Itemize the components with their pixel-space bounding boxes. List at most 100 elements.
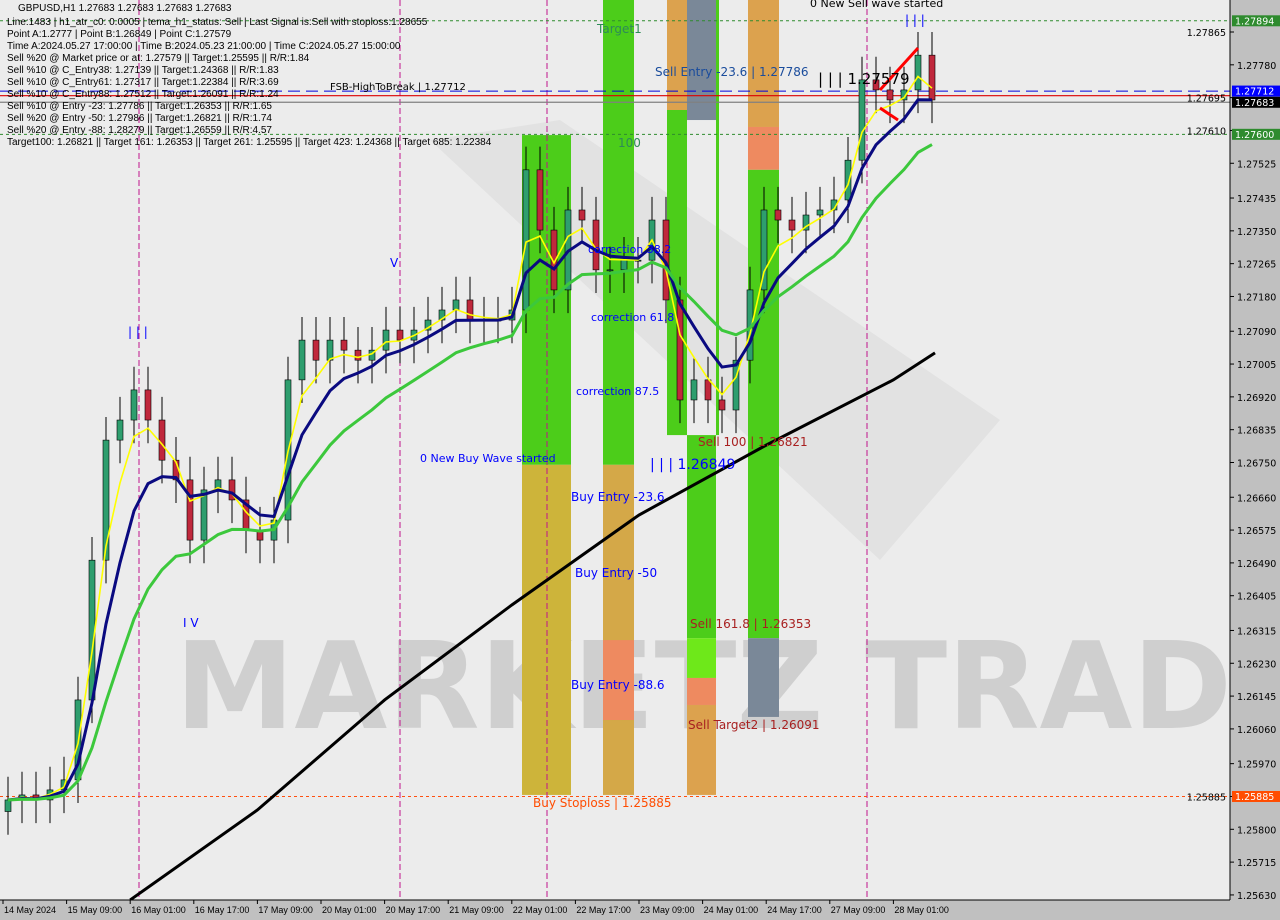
annotation-buy-stoploss: Buy Stoploss | 1.25885: [533, 796, 672, 810]
y-tick-label: 1.26490: [1237, 559, 1276, 570]
info-line: Sell %10 @ C_Entry38: 1.27139 || Target:…: [7, 65, 279, 76]
y-tick-label: 1.25885: [1187, 792, 1226, 803]
annotation-wave-v: V: [390, 256, 399, 270]
price-badge: [1232, 96, 1280, 108]
price-badge: [1232, 790, 1280, 802]
candle: [396, 329, 404, 341]
y-tick-label: 1.27695: [1187, 94, 1226, 105]
info-line: Sell %10 @ C_Entry88: 1.27512 || Target:…: [7, 89, 279, 100]
candle: [186, 479, 194, 541]
x-tick-label: 14 May 2024: [4, 905, 56, 915]
y-tick-label: 1.27350: [1237, 227, 1276, 238]
candle: [4, 799, 12, 812]
y-tick-label: 1.25715: [1237, 858, 1276, 869]
sell-wave-line: [878, 46, 920, 92]
annotation-point-c: | | | 1.27579: [818, 70, 910, 88]
info-line: Sell %10 @ C_Entry61: 1.27317 || Target:…: [7, 77, 279, 88]
annotation-sell-entry: Sell Entry -23.6 | 1.27786: [655, 65, 809, 79]
y-tick-label: 1.27180: [1237, 292, 1276, 303]
y-tick-label: 1.27610: [1187, 126, 1226, 137]
sell-zone-2-orange: [687, 704, 716, 795]
y-tick-label: 1.27265: [1237, 260, 1276, 271]
price-badge-label: 1.27683: [1235, 98, 1274, 109]
info-line: Target100: 1.26821 || Target 161: 1.2635…: [7, 137, 492, 148]
y-tick-label: 1.26835: [1237, 426, 1276, 437]
y-tick-label: 1.27005: [1237, 360, 1276, 371]
info-line: Sell %20 @ Entry -50: 1.27986 || Target:…: [7, 113, 272, 124]
y-tick-label: 1.26405: [1237, 592, 1276, 603]
sell-zone-1-orange: [667, 0, 687, 110]
x-tick-label: 28 May 01:00: [894, 905, 949, 915]
annotation-wave-marker-left: | | |: [128, 325, 148, 339]
annotation-correction875: correction 87.5: [576, 385, 659, 398]
x-tick-label: 16 May 01:00: [131, 905, 186, 915]
y-tick-label: 1.26660: [1237, 493, 1276, 504]
candle: [466, 299, 474, 321]
x-tick-label: 27 May 09:00: [831, 905, 886, 915]
ma-fast-line: [7, 75, 933, 801]
candle: [354, 349, 362, 361]
candle: [606, 269, 614, 272]
buy-zone-2-green: [603, 0, 634, 465]
candle: [312, 339, 320, 361]
price-badge-label: 1.27600: [1235, 130, 1274, 141]
ma-mid-line: [7, 98, 933, 802]
info-line: Time A:2024.05.27 17:00:00 | Time B:2024…: [7, 41, 401, 52]
time-axis: [0, 900, 1280, 920]
price-badge: [1232, 85, 1280, 97]
info-line: Line:1483 | h1_atr_c0: 0.0005 | tema_h1_…: [7, 17, 428, 28]
y-tick-label: 1.25970: [1237, 760, 1276, 771]
sell-zone-2-green: [687, 435, 716, 639]
candle: [452, 299, 460, 311]
y-tick-label: 1.27780: [1237, 61, 1276, 72]
candle: [900, 89, 908, 101]
buy-zone-2-gold: [603, 464, 634, 795]
info-line: Point A:1.2777 | Point B:1.26849 | Point…: [7, 29, 232, 40]
y-tick-label: 1.26575: [1237, 526, 1276, 537]
price-badge-label: 1.27712: [1235, 87, 1274, 98]
candle: [522, 169, 530, 311]
annotation-sell-target2: Sell Target2 | 1.26091: [688, 718, 820, 732]
candle: [298, 339, 306, 381]
candle: [578, 209, 586, 221]
info-line: Sell %20 @ Entry -88: 1.28279 || Target:…: [7, 125, 272, 136]
x-tick-label: 21 May 09:00: [449, 905, 504, 915]
x-tick-label: 24 May 17:00: [767, 905, 822, 915]
candle: [732, 359, 740, 411]
candle: [788, 219, 796, 231]
annotation-buy-entry-886: Buy Entry -88.6: [571, 678, 665, 692]
annotation-fsb-high: FSB-HighToBreak | 1.27712: [330, 82, 466, 93]
candle: [158, 419, 166, 461]
annotation-buy-entry-236: Buy Entry -23.6: [571, 490, 665, 504]
price-axis: [1230, 0, 1280, 920]
buy-zone-2-salmon: [603, 640, 634, 721]
annotation-new-sell-wave: 0 New Sell wave started: [810, 0, 943, 10]
annotation-new-buy-wave: 0 New Buy Wave started: [420, 452, 556, 465]
candle: [102, 439, 110, 561]
candle: [382, 329, 390, 351]
sell-zone-2-gray: [687, 0, 716, 121]
y-tick-label: 1.26060: [1237, 725, 1276, 736]
candle: [816, 209, 824, 216]
annotation-sell1618: Sell 161.8 | 1.26353: [690, 617, 811, 631]
x-tick-label: 24 May 01:00: [704, 905, 759, 915]
candle: [200, 489, 208, 541]
annotation-wave-iv: I V: [183, 616, 199, 630]
candle: [844, 159, 852, 201]
candle: [550, 229, 558, 291]
chart-title: GBPUSD,H1 1.27683 1.27683 1.27683 1.2768…: [18, 3, 232, 14]
candle: [228, 479, 236, 501]
price-badge-label: 1.25885: [1235, 792, 1274, 803]
annotation-buy-entry-50: Buy Entry -50: [575, 566, 657, 580]
info-line: Sell %20 @ Market price or at: 1.27579 |…: [7, 53, 310, 64]
y-tick-label: 1.27865: [1187, 28, 1226, 39]
sell-zone-2-lime: [687, 638, 716, 678]
sell-zone-3-gray: [748, 638, 779, 717]
annotation-correction382: correction 38.2: [588, 243, 671, 256]
sell-zone-3-orange: [748, 0, 779, 127]
candle: [774, 209, 782, 221]
ma-slow-line: [7, 143, 933, 802]
annotation-correction618: correction 61.8: [591, 311, 674, 324]
